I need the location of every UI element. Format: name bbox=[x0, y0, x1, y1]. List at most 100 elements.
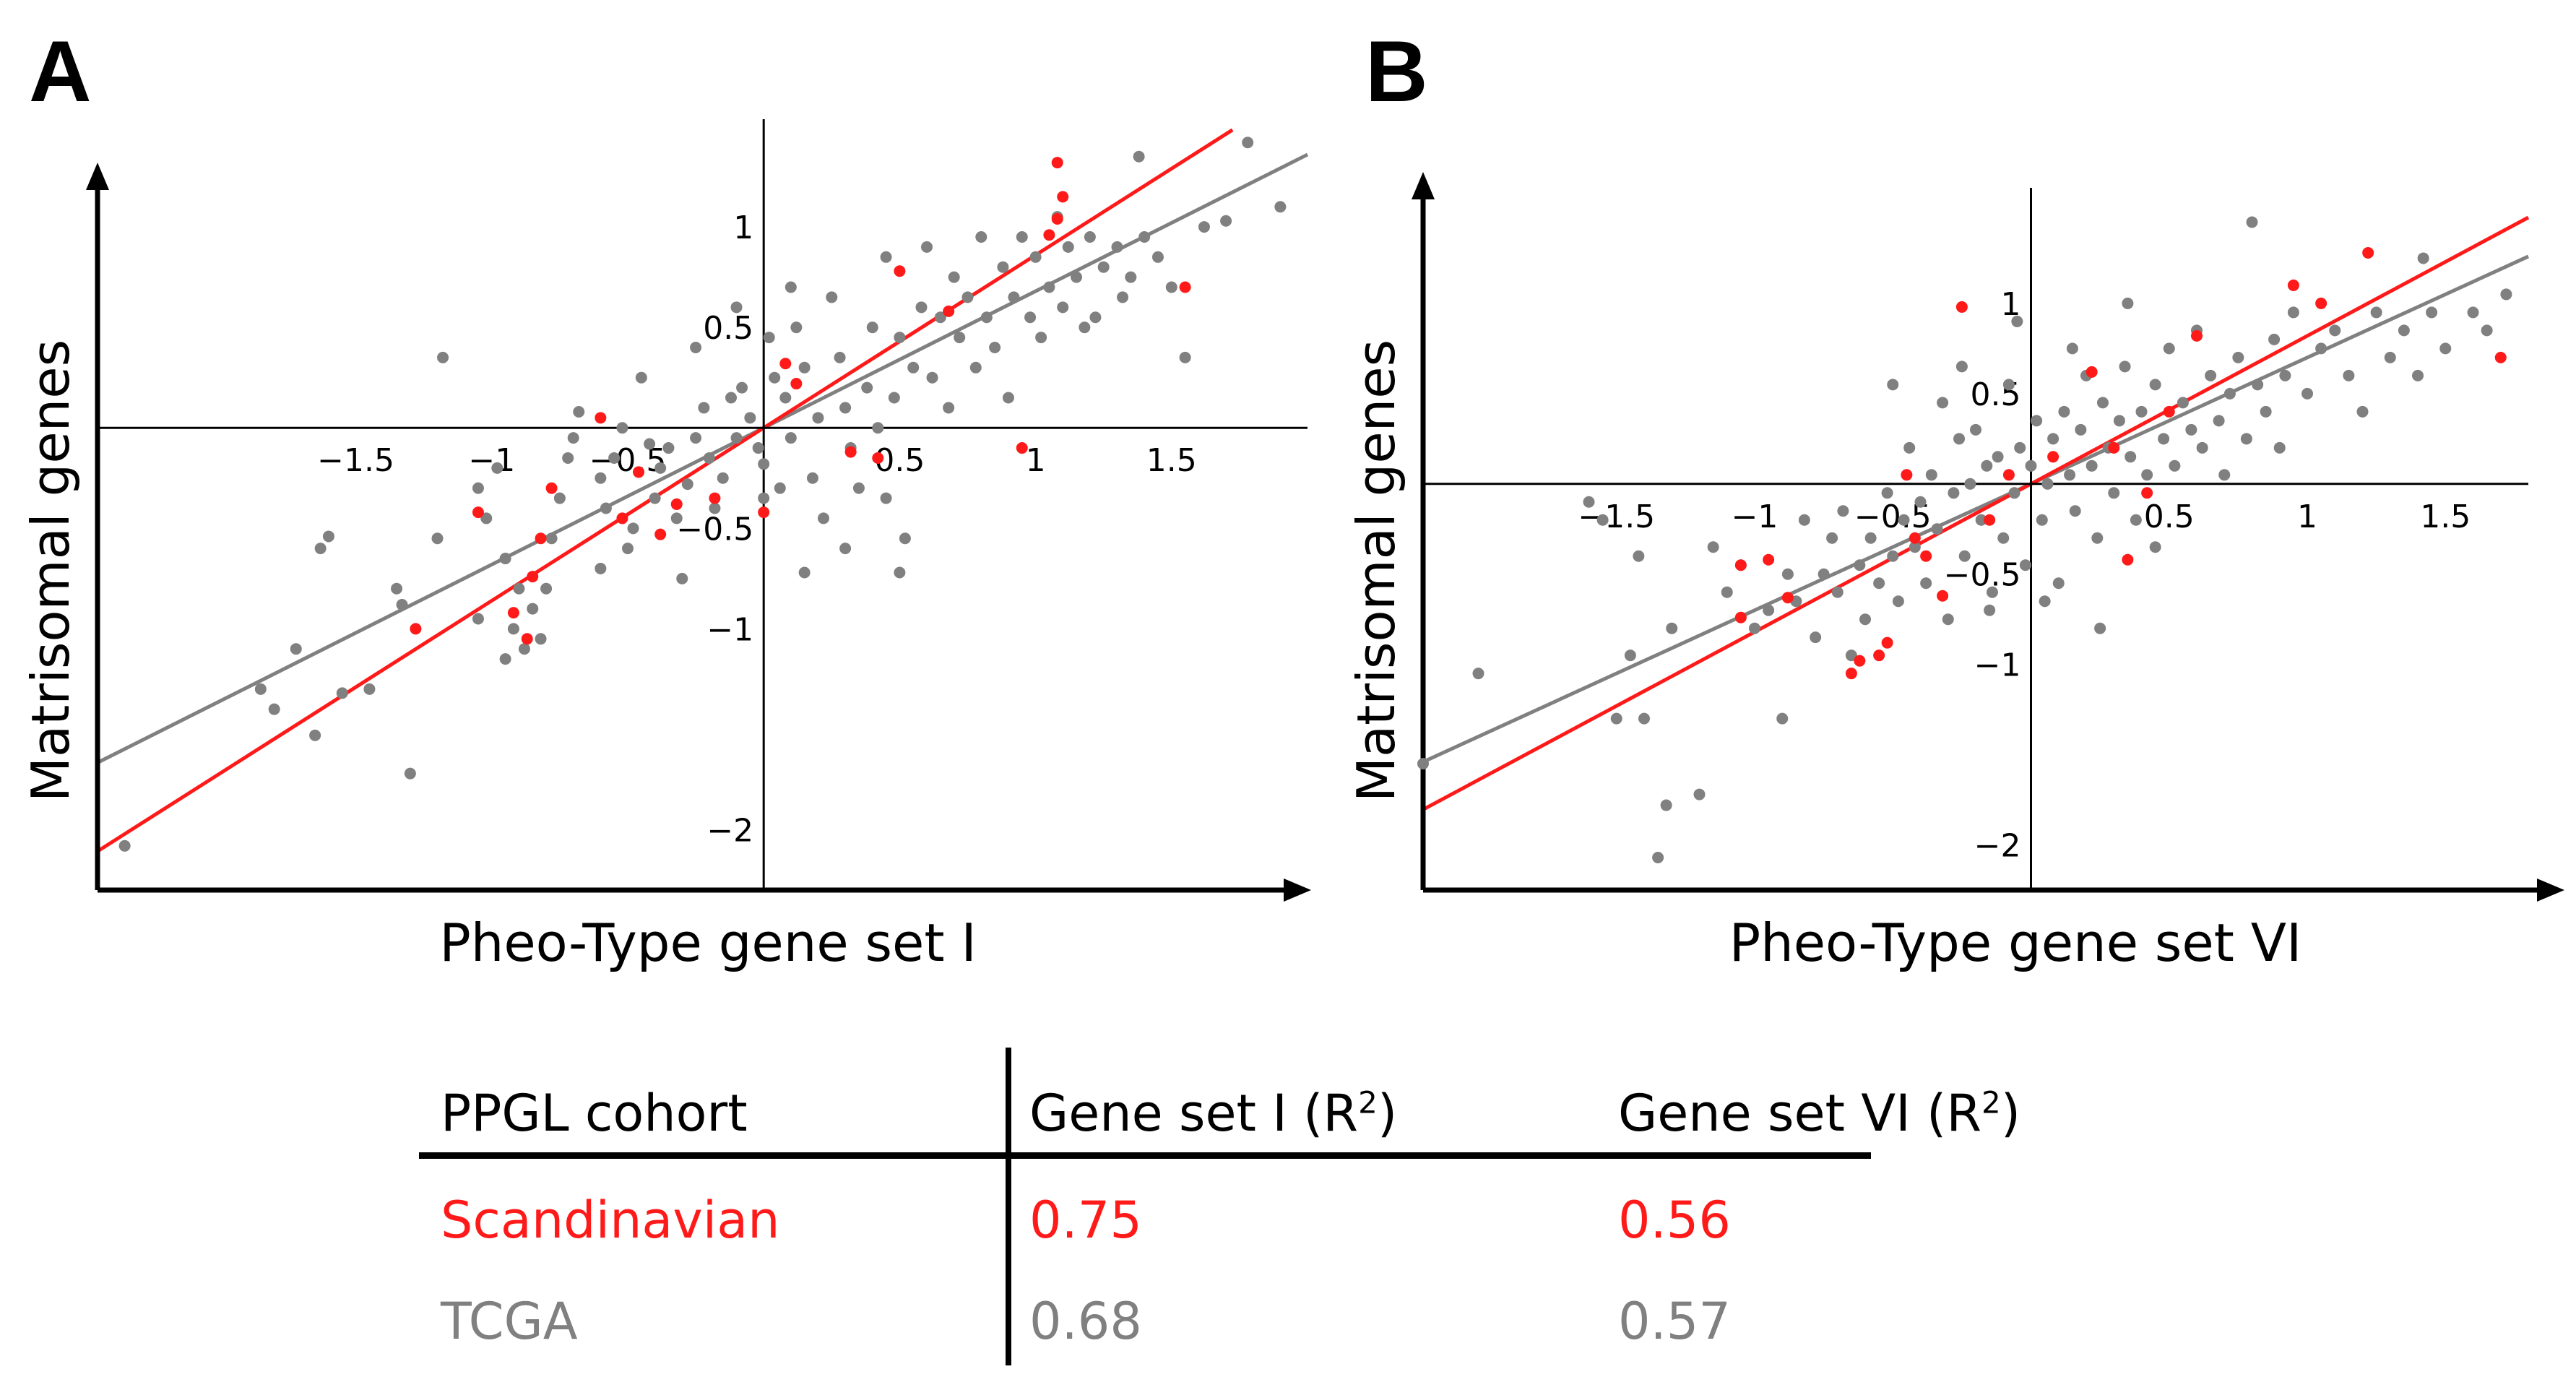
tcga-point bbox=[1274, 201, 1287, 213]
tcga-point bbox=[472, 482, 484, 494]
tcga-point bbox=[1826, 532, 1838, 544]
tcga-point bbox=[2091, 532, 2104, 544]
tcga-point bbox=[2417, 252, 2429, 264]
scandinavian-point bbox=[2002, 469, 2015, 481]
outer-axes bbox=[86, 163, 1311, 902]
tcga-point bbox=[806, 472, 818, 484]
tcga-point bbox=[1111, 241, 1123, 253]
tcga-point bbox=[690, 341, 702, 353]
tcga-point bbox=[2412, 369, 2424, 381]
tcga-point bbox=[1008, 291, 1020, 303]
scandinavian-points bbox=[1734, 246, 2507, 680]
tcga-point bbox=[635, 371, 647, 384]
tcga-point bbox=[2002, 379, 2015, 391]
tcga-point bbox=[2075, 423, 2087, 436]
x-axis-label: Pheo-Type gene set I bbox=[439, 912, 976, 973]
tcga-point bbox=[2113, 415, 2125, 427]
tcga-point bbox=[2205, 369, 2217, 381]
tcga-point bbox=[1043, 281, 1055, 293]
tcga-point bbox=[861, 381, 873, 394]
tcga-point bbox=[2467, 306, 2479, 319]
tcga-point bbox=[690, 432, 702, 444]
tcga-point bbox=[1220, 215, 1232, 227]
tcga-point bbox=[1953, 433, 1966, 445]
tcga-point bbox=[730, 301, 743, 314]
scandinavian-points bbox=[410, 157, 1191, 645]
tcga-point bbox=[1666, 622, 1678, 634]
tcga-point bbox=[1071, 271, 1083, 283]
tcga-point bbox=[769, 371, 781, 384]
x-axis-label: Pheo-Type gene set VI bbox=[1729, 912, 2302, 973]
tcga-point bbox=[268, 703, 280, 715]
tcga-point bbox=[2232, 351, 2244, 363]
tcga-point bbox=[703, 452, 715, 464]
scandinavian-point bbox=[410, 623, 422, 635]
tcga-point bbox=[1652, 852, 1664, 864]
panel-label-a: A bbox=[29, 23, 92, 120]
tcga-point bbox=[627, 522, 639, 535]
scandinavian-point bbox=[545, 482, 558, 494]
table-column-divider bbox=[1006, 1048, 1011, 1365]
tcga-point bbox=[2036, 514, 2048, 526]
tcga-point bbox=[600, 502, 612, 514]
tcga-point bbox=[1057, 301, 1069, 314]
outer-axes bbox=[1412, 172, 2564, 902]
tcga-point bbox=[527, 603, 539, 615]
tcga-point bbox=[1138, 230, 1151, 243]
tcga-point bbox=[1948, 487, 1960, 499]
y-tick-label: −1 bbox=[706, 611, 753, 648]
scandinavian-point bbox=[1051, 212, 1063, 225]
tcga-point bbox=[880, 251, 892, 263]
scandinavian-point bbox=[616, 512, 628, 525]
x-tick-label: 1 bbox=[2297, 498, 2317, 535]
scandinavian-point bbox=[472, 506, 484, 519]
tcga-point bbox=[969, 361, 982, 374]
inner-axes bbox=[1423, 188, 2528, 890]
tcga-point bbox=[1079, 321, 1091, 334]
tcga-point bbox=[2273, 441, 2286, 454]
scandinavian-fit-line bbox=[1422, 215, 2530, 811]
scandinavian-point bbox=[2287, 279, 2299, 291]
tcga-point bbox=[1638, 712, 1650, 725]
tcga-point bbox=[717, 472, 729, 484]
scandinavian-point bbox=[1051, 157, 1063, 169]
tcga-point bbox=[1776, 712, 1789, 725]
tcga-point bbox=[2356, 405, 2369, 418]
tcga-point bbox=[1986, 586, 1998, 598]
y-tick-label: −0.5 bbox=[1944, 557, 2021, 594]
cell-scandinavian-set6: 0.56 bbox=[1618, 1191, 1731, 1250]
scandinavian-point bbox=[1781, 592, 1794, 604]
scandinavian-point bbox=[1763, 553, 1775, 566]
tcga-point bbox=[997, 261, 1009, 273]
cell-cohort-scandinavian: Scandinavian bbox=[441, 1191, 780, 1250]
tcga-point bbox=[1864, 532, 1877, 544]
cell-tcga-set6: 0.57 bbox=[1618, 1292, 1731, 1351]
tcga-point bbox=[2500, 288, 2512, 301]
tcga-point bbox=[1002, 392, 1014, 404]
tcga-fit-line bbox=[1422, 254, 2530, 764]
tcga-point bbox=[2122, 297, 2134, 309]
tcga-point bbox=[499, 553, 511, 565]
fit-lines bbox=[1422, 215, 2530, 811]
tcga-point bbox=[2246, 216, 2258, 228]
tcga-point bbox=[989, 341, 1001, 353]
tcga-point bbox=[758, 458, 770, 470]
scandinavian-point bbox=[790, 378, 803, 390]
tcga-point bbox=[1165, 281, 1177, 293]
header-gene-set-1: Gene set I (R2) bbox=[1029, 1084, 1398, 1143]
tcga-point bbox=[2301, 387, 2313, 400]
tcga-point bbox=[1125, 271, 1137, 283]
x-tick-labels: −1.5 −1 −0.5 0.5 1 1.5 bbox=[1578, 498, 2471, 535]
scandinavian-point bbox=[1845, 668, 1857, 680]
tcga-point bbox=[676, 572, 688, 584]
scandinavian-point bbox=[1179, 281, 1191, 293]
y-tick-label: −1 bbox=[1974, 647, 2021, 684]
tcga-point bbox=[1958, 550, 1971, 562]
tcga-point bbox=[118, 839, 131, 852]
scandinavian-point bbox=[2086, 366, 2098, 378]
scandinavian-point bbox=[670, 498, 683, 510]
tcga-point bbox=[2252, 379, 2264, 391]
scandinavian-point bbox=[535, 532, 547, 545]
tcga-point bbox=[654, 462, 667, 474]
tcga-point bbox=[698, 402, 710, 414]
